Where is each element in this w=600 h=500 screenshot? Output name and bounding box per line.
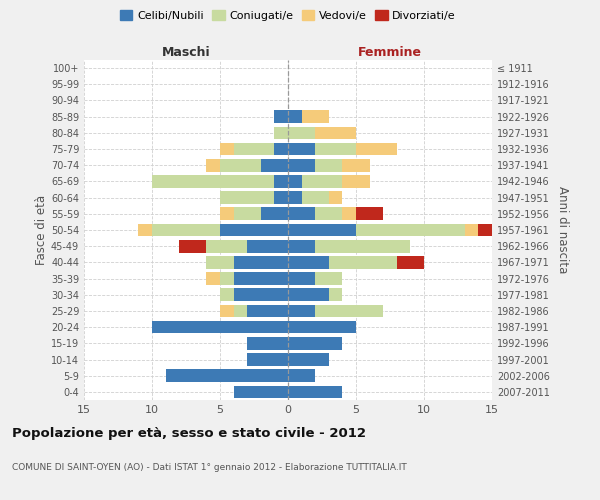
Bar xyxy=(288,175,302,188)
Bar xyxy=(233,208,261,220)
Bar xyxy=(329,256,397,268)
Bar xyxy=(152,224,220,236)
Bar xyxy=(220,159,261,172)
Text: Popolazione per età, sesso e stato civile - 2012: Popolazione per età, sesso e stato civil… xyxy=(12,428,366,440)
Bar xyxy=(247,304,288,318)
Bar xyxy=(288,272,315,285)
Bar xyxy=(220,208,233,220)
Bar xyxy=(343,208,356,220)
Bar xyxy=(288,126,315,139)
Bar xyxy=(220,224,288,236)
Bar xyxy=(302,175,343,188)
Bar xyxy=(315,240,410,252)
Bar xyxy=(247,240,288,252)
Y-axis label: Anni di nascita: Anni di nascita xyxy=(556,186,569,274)
Bar xyxy=(220,304,233,318)
Bar xyxy=(288,304,315,318)
Bar xyxy=(478,224,492,236)
Bar xyxy=(302,110,329,123)
Bar xyxy=(233,256,288,268)
Bar xyxy=(288,337,343,349)
Bar xyxy=(220,272,233,285)
Bar xyxy=(206,272,220,285)
Bar xyxy=(288,192,302,204)
Bar xyxy=(274,192,288,204)
Bar xyxy=(302,192,329,204)
Legend: Celibi/Nubili, Coniugati/e, Vedovi/e, Divorziati/e: Celibi/Nubili, Coniugati/e, Vedovi/e, Di… xyxy=(118,8,458,23)
Bar xyxy=(315,304,383,318)
Bar xyxy=(233,142,274,156)
Bar xyxy=(315,126,356,139)
Bar xyxy=(288,256,329,268)
Text: COMUNE DI SAINT-OYEN (AO) - Dati ISTAT 1° gennaio 2012 - Elaborazione TUTTITALIA: COMUNE DI SAINT-OYEN (AO) - Dati ISTAT 1… xyxy=(12,462,407,471)
Bar xyxy=(288,159,315,172)
Bar xyxy=(261,159,288,172)
Bar xyxy=(274,175,288,188)
Bar xyxy=(139,224,152,236)
Bar xyxy=(356,142,397,156)
Bar xyxy=(233,304,247,318)
Bar xyxy=(288,386,343,398)
Bar xyxy=(247,353,288,366)
Bar xyxy=(288,240,315,252)
Bar xyxy=(206,240,247,252)
Bar xyxy=(274,142,288,156)
Bar xyxy=(397,256,424,268)
Bar xyxy=(329,192,343,204)
Bar xyxy=(274,126,288,139)
Bar xyxy=(233,288,288,301)
Bar xyxy=(465,224,478,236)
Bar xyxy=(343,159,370,172)
Bar xyxy=(315,272,343,285)
Bar xyxy=(315,142,356,156)
Bar xyxy=(166,370,288,382)
Bar xyxy=(288,370,315,382)
Bar xyxy=(288,321,356,334)
Y-axis label: Fasce di età: Fasce di età xyxy=(35,195,48,265)
Bar xyxy=(288,142,315,156)
Bar xyxy=(343,175,370,188)
Bar xyxy=(261,208,288,220)
Bar xyxy=(315,208,343,220)
Bar xyxy=(152,175,274,188)
Bar xyxy=(356,208,383,220)
Bar xyxy=(288,208,315,220)
Bar xyxy=(233,386,288,398)
Bar xyxy=(329,288,343,301)
Bar xyxy=(220,142,233,156)
Bar xyxy=(179,240,206,252)
Bar xyxy=(220,192,274,204)
Bar xyxy=(220,288,233,301)
Bar xyxy=(315,159,343,172)
Text: Maschi: Maschi xyxy=(161,46,211,59)
Bar xyxy=(356,224,465,236)
Text: Femmine: Femmine xyxy=(358,46,422,59)
Bar xyxy=(233,272,288,285)
Bar xyxy=(288,224,356,236)
Bar xyxy=(206,159,220,172)
Bar xyxy=(152,321,288,334)
Bar xyxy=(206,256,233,268)
Bar xyxy=(288,353,329,366)
Bar xyxy=(288,288,329,301)
Bar xyxy=(288,110,302,123)
Bar xyxy=(247,337,288,349)
Bar xyxy=(274,110,288,123)
